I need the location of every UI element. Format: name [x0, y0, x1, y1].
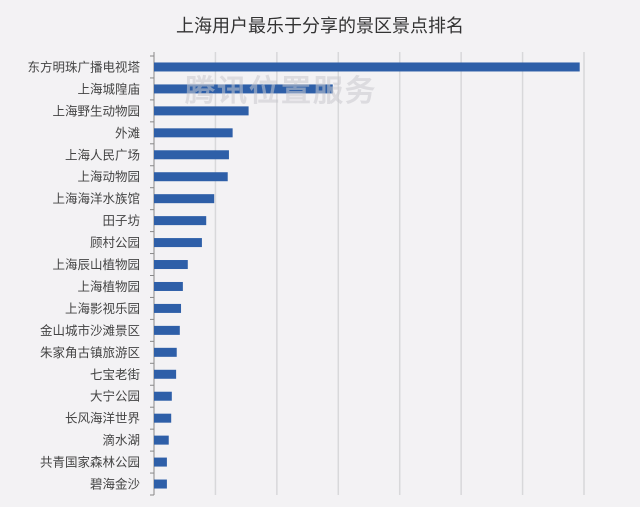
bar	[154, 413, 172, 423]
category-label: 上海影视乐园	[65, 301, 140, 316]
bar	[154, 216, 207, 226]
bar	[154, 62, 580, 72]
category-label: 大宁公园	[90, 389, 140, 404]
category-label: 田子坊	[102, 213, 140, 228]
category-label: 顾村公园	[90, 235, 140, 250]
bar	[154, 84, 333, 94]
category-label: 滴水湖	[102, 433, 140, 448]
category-label: 上海植物园	[77, 279, 140, 294]
bar	[154, 457, 167, 467]
chart-title: 上海用户最乐于分享的景区景点排名	[176, 16, 464, 37]
bar	[154, 260, 188, 270]
bar	[154, 347, 177, 357]
category-label: 上海人民广场	[65, 147, 140, 162]
category-label: 长风海洋世界	[65, 411, 141, 426]
category-label: 上海海洋水族馆	[52, 191, 140, 206]
category-label: 上海野生动物园	[52, 103, 140, 118]
category-label: 上海辰山植物园	[52, 257, 140, 272]
bar	[154, 194, 215, 204]
bar	[154, 303, 182, 313]
bar	[154, 391, 172, 401]
bar	[154, 281, 183, 291]
category-label: 外滩	[115, 125, 140, 140]
bar	[154, 238, 202, 248]
category-label: 共青国家森林公园	[40, 455, 140, 470]
category-label: 七宝老街	[90, 367, 140, 382]
category-label: 东方明珠广播电视塔	[27, 59, 140, 74]
category-label: 上海动物园	[77, 169, 140, 184]
category-label: 上海城隍庙	[77, 81, 140, 96]
bar	[154, 128, 233, 138]
category-label: 金山城市沙滩景区	[40, 323, 140, 338]
category-label: 碧海金沙	[90, 477, 141, 492]
bar	[154, 479, 167, 489]
bar	[154, 150, 229, 160]
category-label: 朱家角古镇旅游区	[40, 345, 140, 360]
bar	[154, 325, 180, 335]
bar	[154, 369, 177, 379]
bar	[154, 435, 169, 445]
bar	[154, 172, 228, 182]
bar	[154, 106, 249, 116]
